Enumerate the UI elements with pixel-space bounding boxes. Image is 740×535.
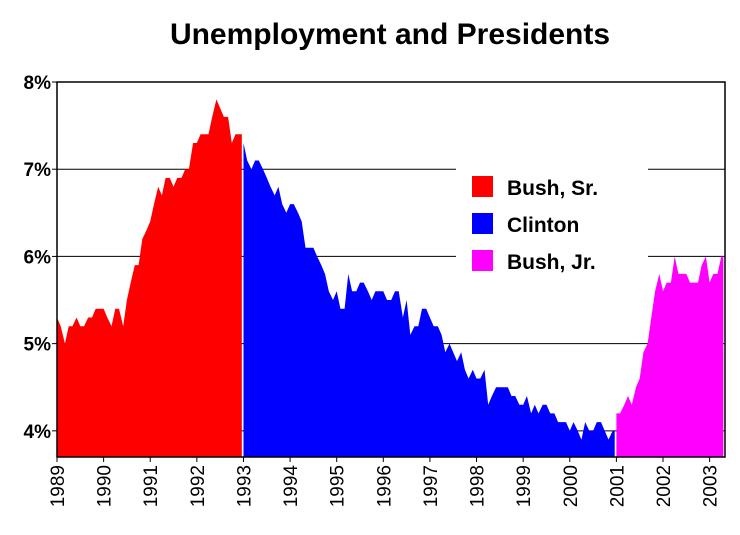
x-tick-label-1997: 1997	[421, 465, 442, 507]
x-axis: 1989 1990 1991 1992 1993 1994 1995 1996 1997 1998…	[48, 457, 722, 507]
legend-swatch-bush-jr	[472, 250, 493, 271]
legend-label-bush-sr: Bush, Sr.	[507, 177, 598, 200]
area-clinton	[243, 143, 615, 457]
legend-label-clinton: Clinton	[507, 214, 579, 237]
x-tick-label-2001: 2001	[607, 465, 628, 507]
x-tick-label-1998: 1998	[468, 465, 489, 507]
legend-label-bush-jr: Bush, Jr.	[507, 251, 596, 274]
x-tick-label-1994: 1994	[281, 465, 302, 508]
legend-swatch-bush-sr	[472, 176, 493, 197]
area-bush-sr	[57, 99, 242, 458]
legend-swatch-clinton	[472, 213, 493, 234]
y-tick-label-4: 4%	[24, 422, 52, 443]
x-tick-label-1995: 1995	[328, 465, 349, 507]
x-tick-label-1990: 1990	[95, 465, 116, 507]
x-tick-label-2000: 2000	[561, 465, 582, 507]
x-tick-label-1991: 1991	[141, 465, 162, 507]
x-tick-label-1996: 1996	[374, 465, 395, 507]
chart-title: Unemployment and Presidents	[170, 18, 610, 51]
y-tick-label-8: 8%	[24, 73, 52, 94]
x-tick-label-1999: 1999	[514, 465, 535, 507]
area-bush-jr	[616, 256, 724, 457]
x-tick-label-1992: 1992	[188, 465, 209, 507]
y-axis: 4% 5% 6% 7% 8%	[24, 73, 57, 443]
y-tick-label-6: 6%	[24, 247, 52, 268]
y-tick-label-5: 5%	[24, 335, 52, 356]
y-tick-label-7: 7%	[24, 160, 52, 181]
plot-border	[56, 81, 726, 458]
x-tick-label-1989: 1989	[48, 465, 69, 507]
x-tick-label-1993: 1993	[234, 465, 255, 507]
series-areas	[57, 99, 724, 458]
legend: Bush, Sr. Clinton Bush, Jr.	[456, 160, 648, 280]
x-tick-label-2002: 2002	[654, 465, 675, 507]
x-tick-label-2003: 2003	[701, 465, 722, 507]
